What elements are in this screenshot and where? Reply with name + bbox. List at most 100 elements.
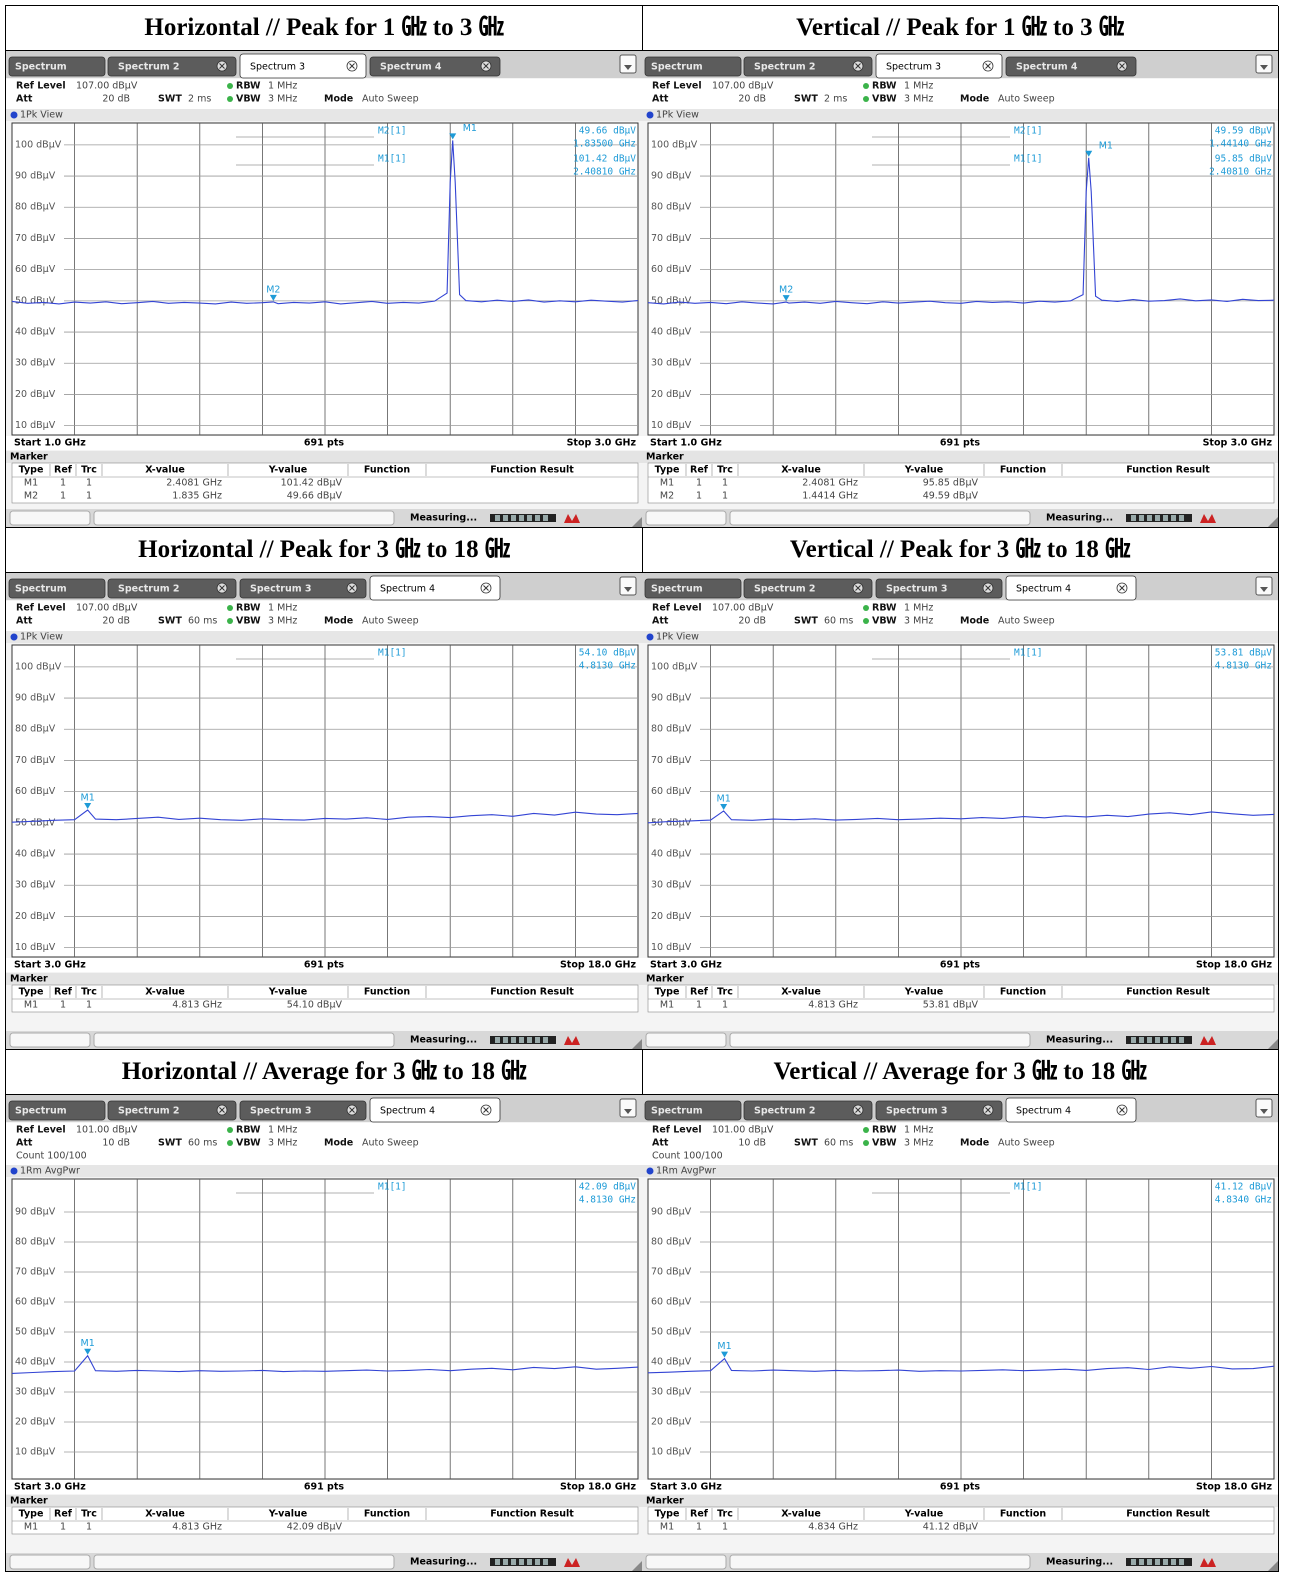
- resize-grip: [1268, 517, 1278, 527]
- trace-label: 1Pk View: [20, 632, 63, 643]
- tab[interactable]: [743, 56, 873, 77]
- tab[interactable]: [239, 53, 367, 79]
- tab[interactable]: [8, 1100, 106, 1121]
- tab[interactable]: [107, 56, 237, 77]
- progress-seg: [527, 515, 532, 521]
- status-field: [93, 1032, 395, 1048]
- readout-x: 4.8340 GHz: [1215, 1195, 1272, 1206]
- y-tick-label: 10 dBµV: [651, 1447, 692, 1458]
- tab[interactable]: [8, 578, 106, 599]
- setting-text: VBW: [236, 94, 261, 105]
- tab[interactable]: [644, 56, 742, 77]
- table-cell: 1: [60, 1522, 66, 1533]
- setting-text: VBW: [872, 1138, 897, 1149]
- tab[interactable]: [875, 578, 1003, 599]
- trace-label: 1Pk View: [656, 110, 699, 121]
- table-header: Function Result: [490, 465, 574, 476]
- menu-icon[interactable]: [619, 54, 637, 74]
- progress-seg: [1179, 1559, 1184, 1565]
- tab[interactable]: [875, 53, 1003, 79]
- tab[interactable]: [743, 1100, 873, 1121]
- y-tick-label: 20 dBµV: [651, 911, 692, 922]
- points-label: 691 pts: [304, 438, 344, 449]
- y-tick-label: 50 dBµV: [15, 817, 56, 828]
- stop-label: Stop 18.0 GHz: [560, 1482, 637, 1493]
- trace: [11, 140, 639, 305]
- tab-close-x: [483, 1107, 489, 1113]
- setting-text: Att: [652, 94, 669, 105]
- menu-icon[interactable]: [619, 576, 637, 596]
- panel-heading: Horizontal // Average for 3 ㎓ to 18 ㎓: [6, 1050, 642, 1095]
- readout-value: 54.10 dBµV: [579, 648, 636, 659]
- menu-icon[interactable]: [1255, 576, 1273, 596]
- resize-grip: [1268, 1039, 1278, 1049]
- tab[interactable]: [107, 1100, 237, 1121]
- progress-seg: [1155, 1559, 1160, 1565]
- tab-label: Spectrum 4: [380, 1106, 435, 1117]
- status-text: Measuring...: [410, 513, 477, 524]
- trace-label: 1Rm AvgPwr: [20, 1166, 80, 1177]
- progress-seg: [1163, 1037, 1168, 1043]
- menu-icon[interactable]: [1255, 1098, 1273, 1118]
- y-tick-label: 50 dBµV: [15, 295, 56, 306]
- status-icon: [564, 1036, 580, 1045]
- status-field: [645, 510, 727, 526]
- tab[interactable]: [875, 1100, 1003, 1121]
- table-header: Function Result: [1126, 987, 1210, 998]
- progress-seg: [527, 1559, 532, 1565]
- readout-x: 1.44140 GHz: [1209, 139, 1272, 150]
- table-cell: 1: [696, 1000, 702, 1011]
- setting-text: Auto Sweep: [998, 1138, 1055, 1149]
- tab-label: Spectrum 2: [118, 1106, 180, 1117]
- status-field: [9, 510, 91, 526]
- table-cell: 101.42 dBµV: [281, 478, 343, 489]
- tab[interactable]: [644, 1100, 742, 1121]
- table-cell: 2.4081 GHz: [166, 478, 222, 489]
- analyzer-screen: Spectrum Spectrum 2 Spectrum 3 Spectrum 4 Re…: [6, 573, 642, 1049]
- tab-close-x: [483, 63, 489, 69]
- span-bar: [642, 1480, 1278, 1494]
- table-header: Function Result: [490, 1509, 574, 1520]
- panel-cell: Vertical // Average for 3 ㎓ to 18 ㎓ Spect…: [642, 1050, 1279, 1572]
- tab-label: Spectrum 4: [380, 584, 435, 595]
- tab[interactable]: [1005, 1097, 1137, 1123]
- tab[interactable]: [107, 578, 237, 599]
- setting-text: Auto Sweep: [998, 94, 1055, 105]
- span-bar: [642, 958, 1278, 972]
- y-tick-label: 80 dBµV: [15, 1237, 56, 1248]
- table-cell: 1: [86, 491, 92, 502]
- progress-seg: [1131, 515, 1136, 521]
- setting-text: 1 MHz: [268, 1125, 297, 1136]
- tab[interactable]: [369, 575, 501, 601]
- y-tick-label: 60 dBµV: [15, 264, 56, 275]
- table-header: Y-value: [904, 1509, 944, 1520]
- tab[interactable]: [743, 578, 873, 599]
- tab-label: Spectrum 3: [250, 584, 312, 595]
- tab[interactable]: [1005, 575, 1137, 601]
- tab[interactable]: [1005, 56, 1137, 77]
- tab-label: Spectrum 3: [886, 1106, 948, 1117]
- table-cell: M1: [24, 1522, 38, 1533]
- tab-label: Spectrum 3: [250, 1106, 312, 1117]
- status-text: Measuring...: [410, 1557, 477, 1568]
- tab[interactable]: [239, 1100, 367, 1121]
- y-tick-label: 30 dBµV: [651, 880, 692, 891]
- tab[interactable]: [644, 578, 742, 599]
- setting-text: RBW: [236, 81, 261, 92]
- setting-text: Auto Sweep: [998, 616, 1055, 627]
- menu-icon[interactable]: [619, 1098, 637, 1118]
- menu-icon[interactable]: [1255, 54, 1273, 74]
- status-field: [9, 1554, 91, 1570]
- table-cell: 1.835 GHz: [172, 491, 222, 502]
- tab[interactable]: [239, 578, 367, 599]
- setting-text: VBW: [236, 616, 261, 627]
- y-tick-label: 30 dBµV: [651, 358, 692, 369]
- analyzer-screen: Spectrum Spectrum 2 Spectrum 3 Spectrum 4 Re…: [6, 1095, 642, 1571]
- tab[interactable]: [369, 56, 501, 77]
- status-icon: [564, 514, 580, 523]
- setting-text: VBW: [236, 1138, 261, 1149]
- tab[interactable]: [369, 1097, 501, 1123]
- tab[interactable]: [8, 56, 106, 77]
- table-cell: 1: [722, 1000, 728, 1011]
- span-bar: [642, 436, 1278, 450]
